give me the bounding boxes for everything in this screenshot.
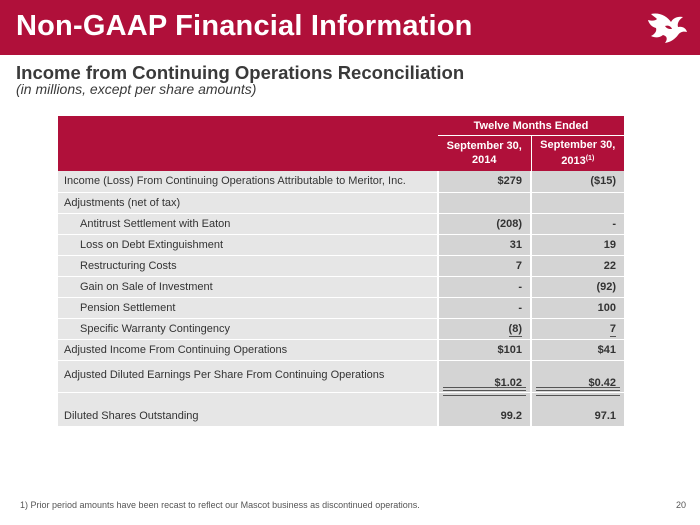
value-2013: 97.1	[529, 392, 625, 427]
units-note: (in millions, except per share amounts)	[16, 81, 257, 97]
section-subtitle: Income from Continuing Operations Reconc…	[16, 62, 465, 83]
table-row: Pension Settlement - 100	[58, 297, 625, 319]
table-row: Adjusted Income From Continuing Operatio…	[58, 339, 625, 361]
row-label: Loss on Debt Extinguishment	[58, 234, 438, 256]
table-row: Adjustments (net of tax)	[58, 192, 625, 214]
value-2014: 7	[437, 255, 531, 277]
page-title: Non-GAAP Financial Information	[16, 10, 473, 42]
column-header-2013: September 30, 2013(1)	[531, 135, 625, 171]
page-number: 20	[676, 500, 687, 510]
value-2013: -	[529, 213, 625, 235]
table-row: Restructuring Costs 7 22	[58, 255, 625, 277]
table-row: Income (Loss) From Continuing Operations…	[58, 171, 625, 193]
row-label: Adjusted Diluted Earnings Per Share From…	[58, 360, 438, 393]
value-2013: 7	[529, 318, 625, 340]
table-row: Gain on Sale of Investment - (92)	[58, 276, 625, 298]
winged-bull-logo-icon	[648, 13, 687, 43]
row-label: Antitrust Settlement with Eaton	[58, 213, 438, 235]
row-label: Adjusted Income From Continuing Operatio…	[58, 339, 438, 361]
value-2014: -	[437, 276, 531, 298]
table-row: Loss on Debt Extinguishment 31 19	[58, 234, 625, 256]
header-bar: Non-GAAP Financial Information	[0, 0, 700, 55]
value-2014: $1.02	[437, 360, 531, 393]
row-label: Diluted Shares Outstanding	[58, 392, 438, 427]
reconciliation-table: Twelve Months Ended September 30, 2014 S…	[58, 116, 625, 427]
row-label: Gain on Sale of Investment	[58, 276, 438, 298]
table-row: Diluted Shares Outstanding 99.2 97.1	[58, 392, 625, 427]
value-2014: (8)	[437, 318, 531, 340]
header-empty-cell	[58, 116, 438, 135]
row-label: Restructuring Costs	[58, 255, 438, 277]
value-2013: 100	[529, 297, 625, 319]
footnote: 1) Prior period amounts have been recast…	[20, 500, 420, 510]
row-label: Income (Loss) From Continuing Operations…	[58, 171, 438, 193]
value-2014: -	[437, 297, 531, 319]
value-2014	[437, 192, 531, 214]
twelve-months-header: Twelve Months Ended	[438, 116, 625, 136]
value-2014: $101	[437, 339, 531, 361]
value-2013: $0.42	[529, 360, 625, 393]
value-2013: 19	[529, 234, 625, 256]
value-2013: $41	[529, 339, 625, 361]
row-label: Adjustments (net of tax)	[58, 192, 438, 214]
table-row: Specific Warranty Contingency (8) 7	[58, 318, 625, 340]
value-2014: (208)	[437, 213, 531, 235]
row-label: Specific Warranty Contingency	[58, 318, 438, 340]
table-header-row: Twelve Months Ended	[58, 116, 625, 136]
column-header-2014: September 30, 2014	[438, 135, 532, 171]
value-2013: (92)	[529, 276, 625, 298]
table-row: Adjusted Diluted Earnings Per Share From…	[58, 360, 625, 393]
value-2013: 22	[529, 255, 625, 277]
value-2013: ($15)	[529, 171, 625, 193]
header-empty-cell	[58, 135, 438, 171]
footnote-marker: (1)	[585, 155, 595, 163]
row-label: Pension Settlement	[58, 297, 438, 319]
value-2014: 99.2	[437, 392, 531, 427]
table-subheader-row: September 30, 2014 September 30, 2013(1)	[58, 135, 625, 171]
table-row: Antitrust Settlement with Eaton (208) -	[58, 213, 625, 235]
value-2013	[529, 192, 625, 214]
value-2014: 31	[437, 234, 531, 256]
value-2014: $279	[437, 171, 531, 193]
